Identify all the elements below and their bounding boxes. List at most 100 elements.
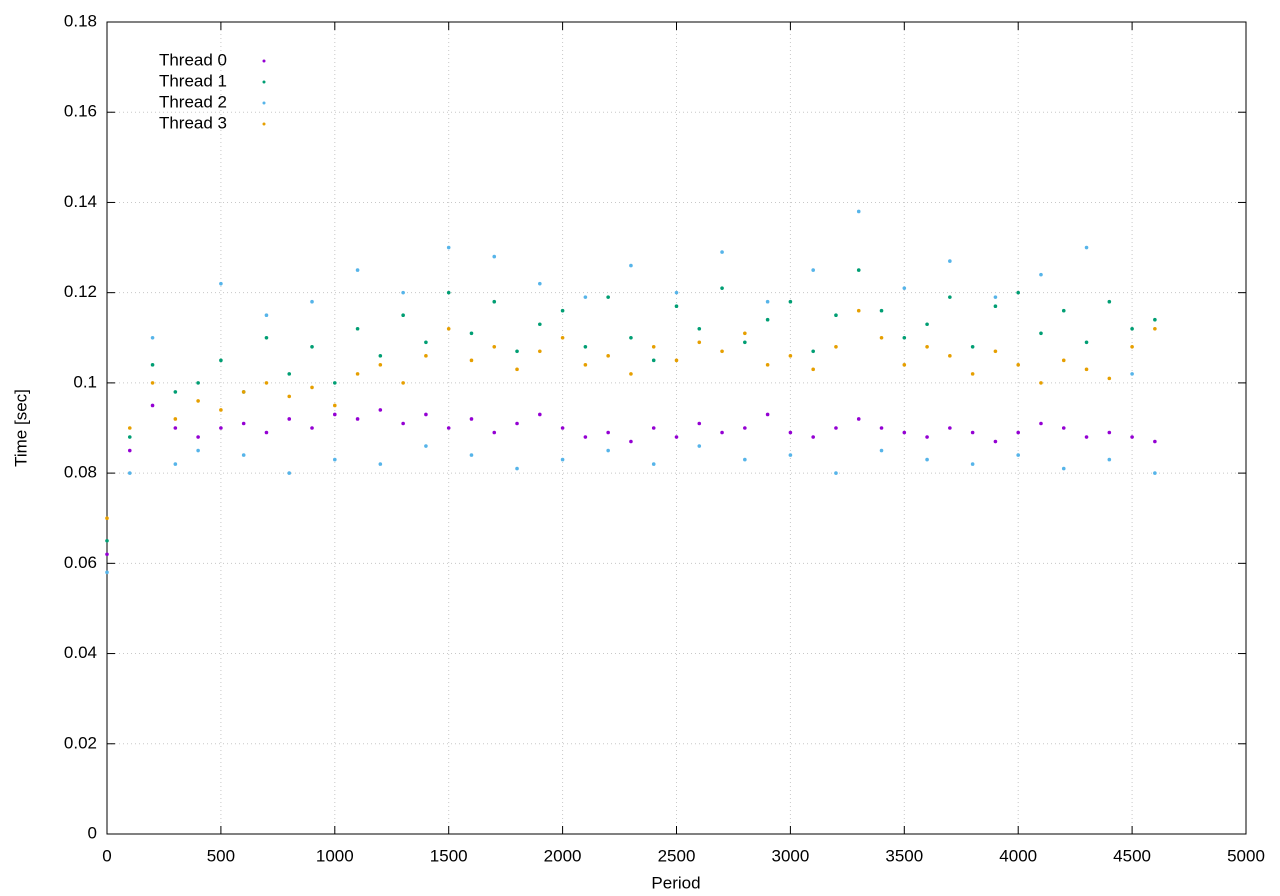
y-tick-label: 0.16 xyxy=(64,102,97,121)
point xyxy=(948,259,952,263)
point xyxy=(856,417,861,421)
point xyxy=(1153,326,1157,331)
x-tick-label: 1500 xyxy=(430,846,468,865)
point xyxy=(310,426,314,430)
y-tick-label: 0.1 xyxy=(73,372,97,391)
point xyxy=(970,430,975,435)
point xyxy=(811,435,815,439)
point xyxy=(515,466,519,471)
point xyxy=(651,462,656,466)
point xyxy=(743,457,747,462)
point xyxy=(173,426,178,430)
point xyxy=(811,367,815,372)
x-tick-label: 500 xyxy=(207,846,235,865)
point xyxy=(173,462,178,466)
point xyxy=(925,345,929,349)
legend-label: Thread 0 xyxy=(159,50,227,69)
point xyxy=(629,335,633,340)
y-axis-label: Time [sec] xyxy=(11,389,30,467)
point xyxy=(241,453,246,457)
point xyxy=(1107,299,1112,304)
point xyxy=(1153,471,1157,475)
point xyxy=(287,417,292,421)
x-tick-label: 2000 xyxy=(544,846,582,865)
point xyxy=(879,426,884,430)
point xyxy=(1130,345,1134,349)
point xyxy=(310,385,314,390)
point xyxy=(902,430,907,435)
legend-marker xyxy=(262,122,266,126)
point xyxy=(219,426,223,430)
point xyxy=(1016,363,1020,367)
point xyxy=(879,308,884,313)
point xyxy=(1016,290,1020,295)
y-tick-label: 0.12 xyxy=(64,282,97,301)
point xyxy=(424,340,428,345)
point xyxy=(538,349,542,354)
point xyxy=(583,295,588,299)
point xyxy=(127,448,132,453)
x-tick-label: 4000 xyxy=(999,846,1037,865)
point xyxy=(902,335,907,340)
point xyxy=(856,268,861,272)
point xyxy=(492,254,497,259)
point xyxy=(629,439,633,444)
point xyxy=(378,363,383,367)
point xyxy=(948,295,952,299)
point xyxy=(560,457,565,462)
point xyxy=(993,304,998,309)
point xyxy=(446,426,451,430)
point xyxy=(788,430,793,435)
point xyxy=(196,448,200,453)
point xyxy=(583,363,588,367)
point xyxy=(1107,430,1112,435)
point xyxy=(1061,358,1066,363)
point xyxy=(264,335,269,340)
point xyxy=(879,335,884,340)
point xyxy=(788,354,793,358)
point xyxy=(196,381,200,385)
point xyxy=(401,290,405,295)
point xyxy=(1061,426,1066,430)
point xyxy=(765,412,770,417)
point xyxy=(856,209,861,214)
point xyxy=(993,349,998,354)
point xyxy=(674,304,679,309)
plot-frame xyxy=(106,21,1247,835)
point xyxy=(629,263,633,268)
legend-label: Thread 2 xyxy=(159,92,227,111)
point xyxy=(241,421,246,426)
point xyxy=(378,408,383,412)
point xyxy=(1039,272,1043,277)
point xyxy=(1084,245,1089,250)
point xyxy=(1153,439,1157,444)
point xyxy=(560,335,565,340)
point xyxy=(287,372,292,376)
point xyxy=(264,381,269,385)
point xyxy=(469,417,474,421)
point xyxy=(948,426,952,430)
point xyxy=(993,295,998,299)
point xyxy=(765,299,770,304)
point xyxy=(788,453,793,457)
point xyxy=(333,403,337,408)
point xyxy=(1084,340,1089,345)
point xyxy=(1039,381,1043,385)
point xyxy=(310,299,314,304)
point xyxy=(355,372,360,376)
point xyxy=(219,408,223,412)
legend-marker xyxy=(262,59,266,63)
point xyxy=(446,245,451,250)
point xyxy=(697,326,702,331)
point xyxy=(401,381,405,385)
point xyxy=(697,421,702,426)
point xyxy=(970,462,975,466)
point xyxy=(310,345,314,349)
y-tick-label: 0.14 xyxy=(64,192,97,211)
y-tick-label: 0.04 xyxy=(64,643,97,662)
point xyxy=(743,331,747,336)
point xyxy=(1061,466,1066,471)
point xyxy=(1061,308,1066,313)
point xyxy=(150,335,155,340)
point xyxy=(651,358,656,363)
